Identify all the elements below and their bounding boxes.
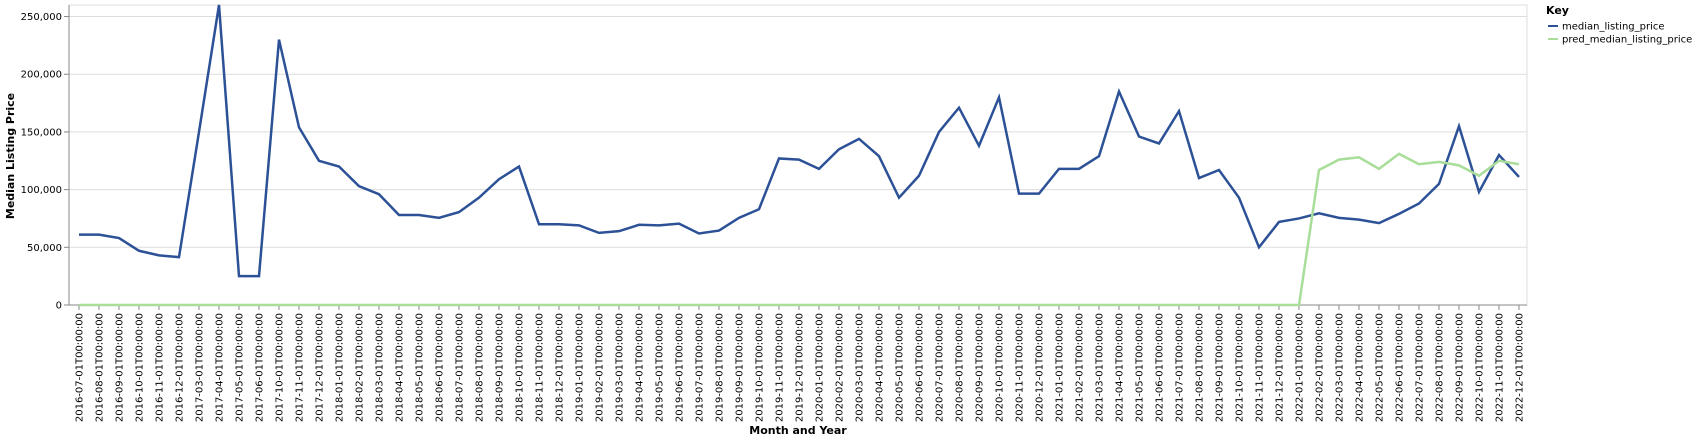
x-tick-label: 2020-03-01T00:00:00 <box>855 313 866 422</box>
legend-label-pred_median_listing_price: pred_median_listing_price <box>1562 35 1692 46</box>
x-tick-label: 2019-11-01T00:00:00 <box>775 313 786 422</box>
x-tick-label: 2016-10-01T00:00:00 <box>135 313 146 422</box>
x-tick-label: 2019-03-01T00:00:00 <box>615 313 626 422</box>
x-tick-label: 2018-09-01T00:00:00 <box>495 313 506 422</box>
x-tick-label: 2016-07-01T00:00:00 <box>75 313 86 422</box>
x-tick-label: 2022-11-01T00:00:00 <box>1495 313 1506 422</box>
x-tick-label: 2021-11-01T00:00:00 <box>1255 313 1266 422</box>
x-tick-label: 2017-04-01T00:00:00 <box>215 313 226 422</box>
x-tick-label: 2022-08-01T00:00:00 <box>1435 313 1446 422</box>
x-tick-label: 2018-08-01T00:00:00 <box>475 313 486 422</box>
x-tick-label: 2020-05-01T00:00:00 <box>895 313 906 422</box>
x-tick-label: 2018-03-01T00:00:00 <box>375 313 386 422</box>
x-tick-label: 2021-04-01T00:00:00 <box>1115 313 1126 422</box>
x-tick-label: 2019-05-01T00:00:00 <box>655 313 666 422</box>
x-tick-label: 2018-01-01T00:00:00 <box>335 313 346 422</box>
y-tick-label: 150,000 <box>21 127 62 138</box>
y-tick-label: 250,000 <box>21 12 62 23</box>
x-tick-label: 2020-01-01T00:00:00 <box>815 313 826 422</box>
x-tick-label: 2019-12-01T00:00:00 <box>795 313 806 422</box>
x-tick-label: 2017-12-01T00:00:00 <box>315 313 326 422</box>
x-tick-label: 2017-10-01T00:00:00 <box>275 313 286 422</box>
series-line-median_listing_price <box>79 4 1520 278</box>
x-tick-label: 2019-08-01T00:00:00 <box>715 313 726 422</box>
x-tick-label: 2016-09-01T00:00:00 <box>115 313 126 422</box>
x-tick-label: 2016-12-01T00:00:00 <box>175 313 186 422</box>
x-tick-label: 2019-06-01T00:00:00 <box>675 313 686 422</box>
x-tick-label: 2020-10-01T00:00:00 <box>995 313 1006 422</box>
x-tick-label: 2021-07-01T00:00:00 <box>1175 313 1186 422</box>
x-tick-label: 2020-02-01T00:00:00 <box>835 313 846 422</box>
x-tick-label: 2019-01-01T00:00:00 <box>575 313 586 422</box>
x-tick-label: 2018-12-01T00:00:00 <box>555 313 566 422</box>
plot-area <box>68 4 1528 306</box>
x-tick-label: 2022-04-01T00:00:00 <box>1355 313 1366 422</box>
x-tick-label: 2022-02-01T00:00:00 <box>1315 313 1326 422</box>
x-tick-label: 2021-08-01T00:00:00 <box>1195 313 1206 422</box>
legend-title: Key <box>1546 4 1569 17</box>
legend-label-median_listing_price: median_listing_price <box>1562 22 1665 33</box>
x-tick-label: 2019-07-01T00:00:00 <box>695 313 706 422</box>
x-tick-label: 2019-02-01T00:00:00 <box>595 313 606 422</box>
y-axis-title: Median Listing Price <box>4 93 17 219</box>
x-tick-label: 2021-05-01T00:00:00 <box>1135 313 1146 422</box>
x-tick-label: 2021-06-01T00:00:00 <box>1155 313 1166 422</box>
x-tick-label: 2021-12-01T00:00:00 <box>1275 313 1286 422</box>
legend: Key median_listing_price pred_median_list… <box>1546 4 1692 46</box>
x-tick-label: 2016-11-01T00:00:00 <box>155 313 166 422</box>
x-tick-label: 2020-09-01T00:00:00 <box>975 313 986 422</box>
x-tick-label: 2021-03-01T00:00:00 <box>1095 313 1106 422</box>
y-tick-label: 50,000 <box>27 243 62 254</box>
x-tick-label: 2020-07-01T00:00:00 <box>935 313 946 422</box>
plot-border <box>68 4 1528 306</box>
x-tick-label: 2017-03-01T00:00:00 <box>195 313 206 422</box>
x-tick-label: 2018-02-01T00:00:00 <box>355 313 366 422</box>
x-tick-label: 2018-10-01T00:00:00 <box>515 313 526 422</box>
x-tick-label: 2019-04-01T00:00:00 <box>635 313 646 422</box>
x-tick-label: 2022-07-01T00:00:00 <box>1415 313 1426 422</box>
x-tick-label: 2020-06-01T00:00:00 <box>915 313 926 422</box>
x-tick-label: 2020-04-01T00:00:00 <box>875 313 886 422</box>
x-tick-label: 2020-08-01T00:00:00 <box>955 313 966 422</box>
x-tick-label: 2022-12-01T00:00:00 <box>1515 313 1526 422</box>
x-tick-label: 2022-05-01T00:00:00 <box>1375 313 1386 422</box>
x-tick-label: 2022-10-01T00:00:00 <box>1475 313 1486 422</box>
y-tick-label: 100,000 <box>21 185 62 196</box>
series-line-pred_median_listing_price <box>79 152 1520 307</box>
x-tick-label: 2021-09-01T00:00:00 <box>1215 313 1226 422</box>
x-tick-label: 2018-07-01T00:00:00 <box>455 313 466 422</box>
x-tick-label: 2021-10-01T00:00:00 <box>1235 313 1246 422</box>
x-tick-label: 2020-11-01T00:00:00 <box>1015 313 1026 422</box>
x-tick-label: 2021-02-01T00:00:00 <box>1075 313 1086 422</box>
x-tick-label: 2017-05-01T00:00:00 <box>235 313 246 422</box>
y-tick-label: 200,000 <box>21 70 62 81</box>
x-tick-label: 2020-12-01T00:00:00 <box>1035 313 1046 422</box>
x-tick-label: 2017-11-01T00:00:00 <box>295 313 306 422</box>
x-axis-title: Month and Year <box>749 424 847 437</box>
x-tick-label: 2022-09-01T00:00:00 <box>1455 313 1466 422</box>
x-tick-label: 2019-09-01T00:00:00 <box>735 313 746 422</box>
x-tick-label: 2016-08-01T00:00:00 <box>95 313 106 422</box>
y-axis: 0 50,000 100,000 150,000 200,000 250,000 <box>21 5 70 312</box>
x-tick-label: 2022-06-01T00:00:00 <box>1395 313 1406 422</box>
y-tick-label: 0 <box>56 301 62 312</box>
x-tick-label: 2019-10-01T00:00:00 <box>755 313 766 422</box>
x-axis: 2016-07-01T00:00:00 2016-08-01T00:00:00 20… <box>69 304 1527 422</box>
x-tick-label: 2018-04-01T00:00:00 <box>395 313 406 422</box>
x-tick-label: 2021-01-01T00:00:00 <box>1055 313 1066 422</box>
x-tick-label: 2018-05-01T00:00:00 <box>415 313 426 422</box>
series-lines <box>79 4 1520 307</box>
x-tick-label: 2022-03-01T00:00:00 <box>1335 313 1346 422</box>
x-tick-label: 2018-06-01T00:00:00 <box>435 313 446 422</box>
x-tick-label: 2017-06-01T00:00:00 <box>255 313 266 422</box>
x-tick-label: 2018-11-01T00:00:00 <box>535 313 546 422</box>
x-tick-label: 2022-01-01T00:00:00 <box>1295 313 1306 422</box>
